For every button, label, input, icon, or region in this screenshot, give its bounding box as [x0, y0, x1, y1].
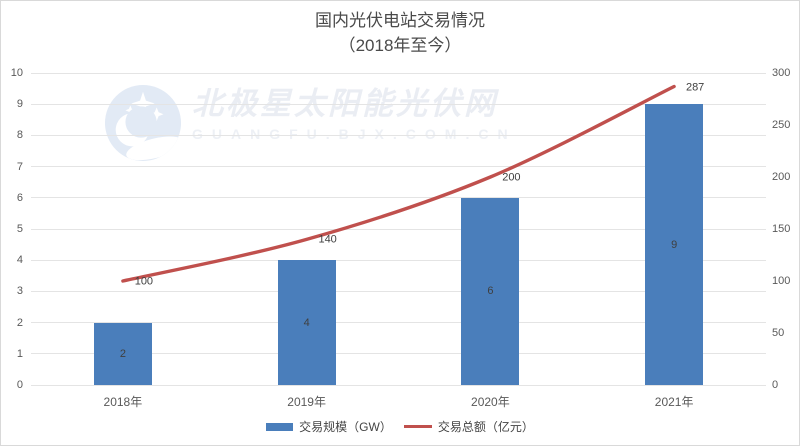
line-value-label: 140 — [318, 233, 337, 246]
left-axis-tick-label: 0 — [16, 379, 23, 391]
x-axis-label: 2021年 — [654, 395, 694, 409]
legend-line-label: 交易总额（亿元） — [437, 420, 534, 434]
bar-value-label: 4 — [303, 316, 310, 329]
gridline — [31, 103, 766, 105]
legend-bar-swatch — [266, 422, 294, 431]
gridline — [31, 134, 766, 136]
left-axis-tick-label: 2 — [16, 316, 23, 329]
gridline — [31, 384, 766, 386]
trend-line — [121, 84, 676, 283]
right-axis-tick-label: 200 — [772, 171, 791, 183]
chart-title: 国内光伏电站交易情况 （2018年至今） — [1, 8, 799, 58]
x-axis-label: 2018年 — [103, 395, 143, 409]
line-value-label: 287 — [685, 81, 705, 94]
bar-value-label: 9 — [671, 238, 678, 251]
chart-title-line2: （2018年至今） — [338, 36, 462, 55]
left-axis-tick-label: 1 — [16, 347, 23, 360]
right-axis-tick-label: 300 — [772, 67, 791, 79]
bar-value-label: 2 — [119, 347, 126, 360]
legend-bar-label: 交易规模（GW） — [299, 420, 392, 434]
gridline — [31, 259, 766, 261]
watermark-main-text: 北极星太阳能光伏网 — [192, 86, 498, 121]
bar-2021年 — [645, 104, 704, 385]
gridline — [31, 322, 766, 324]
legend: 交易规模（GW） 交易总额（亿元） — [1, 418, 799, 435]
left-axis-tick-label: 6 — [16, 191, 23, 204]
bar-2018年 — [93, 322, 152, 385]
x-axis-label: 2019年 — [287, 395, 326, 409]
watermark-sub-text: GUANGFU.BJX.COM.CN — [192, 126, 517, 142]
legend-line-swatch — [403, 425, 432, 428]
gridline — [31, 166, 766, 168]
gridline — [31, 228, 766, 230]
gridline — [31, 72, 766, 74]
watermark-texts: 北极星太阳能光伏网 GUANGFU.BJX.COM.CN — [192, 84, 517, 143]
line-value-label: 100 — [134, 275, 154, 288]
right-axis-tick-label: 100 — [772, 275, 791, 287]
left-axis-tick-label: 8 — [16, 129, 23, 142]
left-axis-tick-label: 9 — [16, 98, 23, 111]
right-axis-tick-label: 50 — [772, 327, 785, 339]
bar-value-label: 6 — [487, 285, 494, 298]
gridline — [31, 290, 766, 292]
bar-2019年 — [277, 260, 336, 385]
bar-2020年 — [461, 197, 520, 385]
chart-title-line1: 国内光伏电站交易情况 — [315, 11, 485, 30]
right-axis-tick-label: 0 — [772, 379, 779, 391]
gridline — [31, 353, 766, 355]
x-axis-label: 2020年 — [471, 395, 510, 409]
left-axis-tick-label: 5 — [16, 223, 23, 235]
right-axis-tick-label: 150 — [772, 223, 791, 235]
line-value-label: 200 — [502, 171, 521, 184]
gridline — [31, 197, 766, 199]
left-axis-tick-label: 4 — [16, 254, 23, 267]
left-axis-tick-label: 10 — [10, 67, 23, 79]
right-axis-tick-label: 250 — [772, 119, 791, 131]
left-axis-tick-label: 3 — [16, 285, 23, 298]
left-axis-tick-label: 7 — [16, 160, 23, 173]
